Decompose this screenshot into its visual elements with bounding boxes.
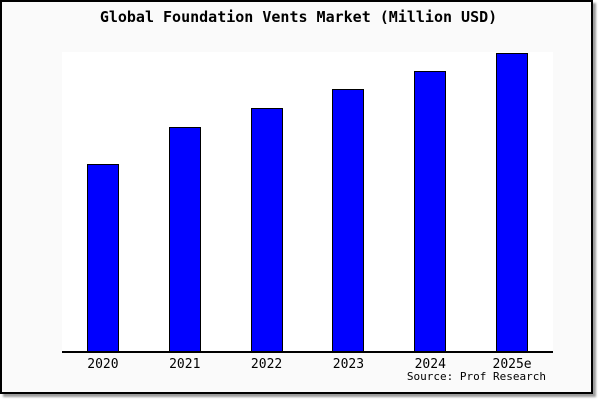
bars-group bbox=[62, 52, 553, 353]
chart-title: Global Foundation Vents Market (Million … bbox=[99, 8, 498, 26]
bar-2025e bbox=[496, 53, 529, 353]
x-tick-label-2022: 2022 bbox=[250, 357, 283, 372]
bar-2021 bbox=[168, 127, 201, 353]
bar-2024 bbox=[414, 71, 447, 353]
x-axis-line bbox=[62, 351, 553, 353]
plot-area bbox=[62, 52, 553, 353]
x-tick-label-2023: 2023 bbox=[332, 357, 365, 372]
chart-frame: Global Foundation Vents Market (Million … bbox=[0, 0, 593, 394]
bar-2022 bbox=[250, 108, 283, 353]
x-tick-label-2021: 2021 bbox=[169, 357, 201, 372]
source-note: Source: Prof Research bbox=[406, 370, 546, 383]
bar-2020 bbox=[86, 164, 119, 353]
x-tick-label-2025e: 2025e bbox=[492, 357, 532, 372]
x-tick-label-2024: 2024 bbox=[414, 357, 446, 372]
x-tick-label-2020: 2020 bbox=[87, 357, 119, 372]
bar-2023 bbox=[332, 89, 365, 353]
